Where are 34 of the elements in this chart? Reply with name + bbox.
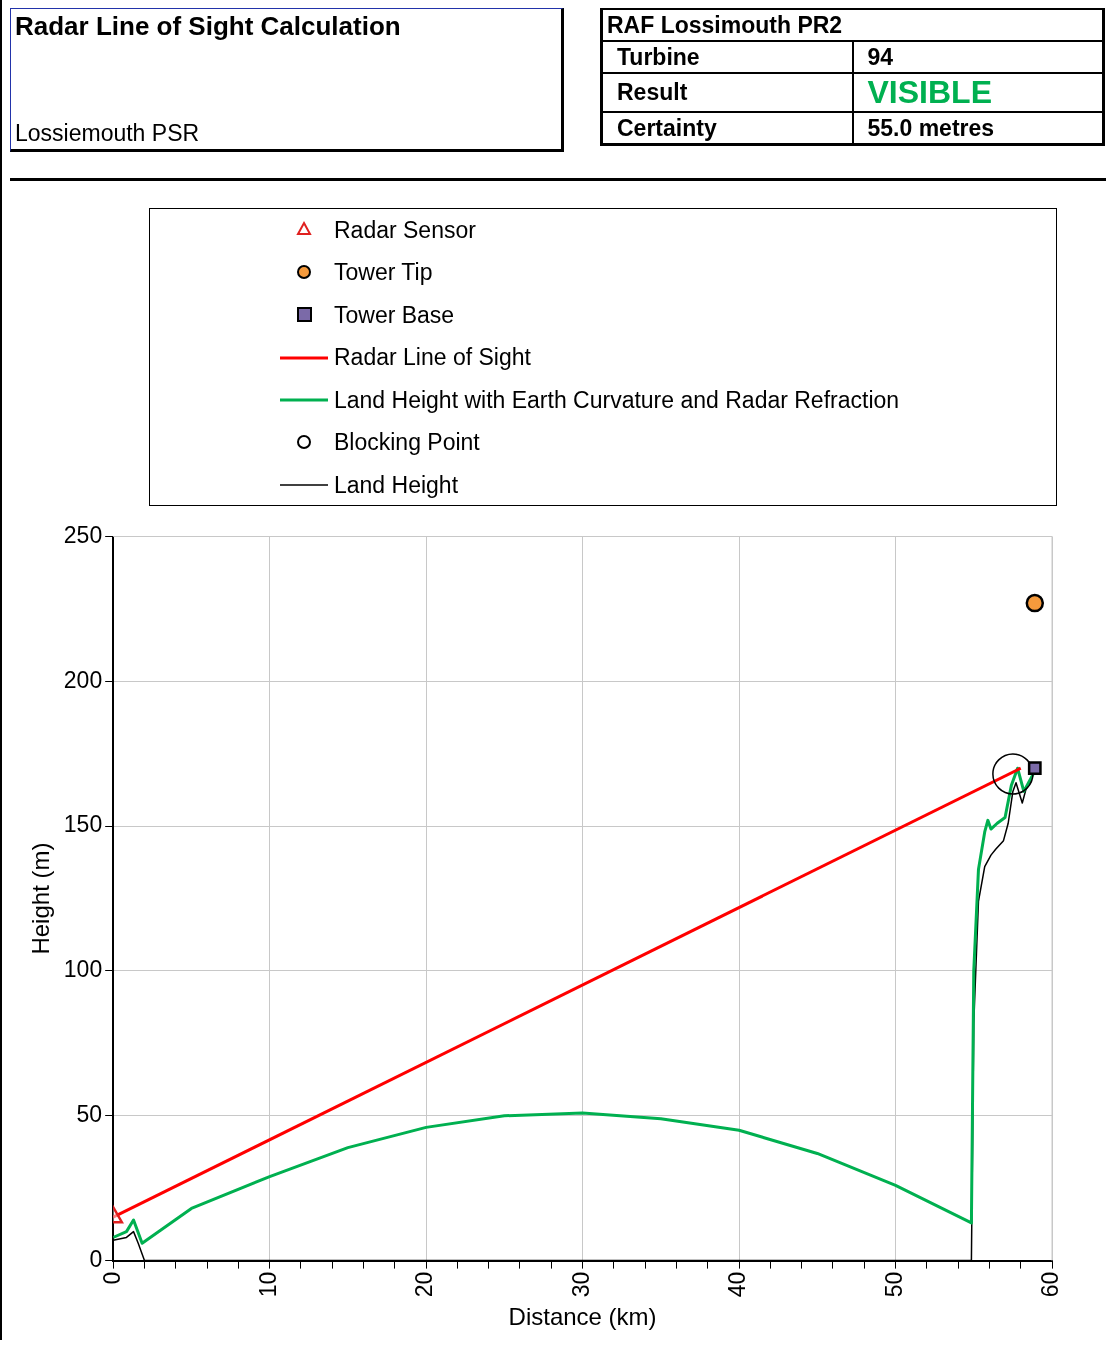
legend-label: Land Height with Earth Curvature and Radar Refraction [334,386,900,414]
text: 94 [852,41,1104,73]
x-tick-label: 30 [567,1271,594,1298]
x-tick-label: 10 [254,1271,281,1298]
x-tick-label: 60 [1037,1271,1064,1298]
x-tick-label: 0 [98,1271,125,1285]
point [1025,593,1045,613]
legend-label: Radar Line of Sight [334,344,531,371]
y-tick-label: 0 [89,1245,103,1272]
x-axis-title: Distance (km) [508,1303,657,1331]
x-tick-label: 50 [880,1271,907,1298]
x-tick-label: 40 [724,1271,751,1298]
text: 55.0 metres [852,112,1104,145]
y-tick-label: 200 [63,666,103,693]
y-tick-label: 250 [63,521,103,548]
legend-label: Tower Base [334,301,455,329]
text: Result [601,73,853,112]
legend-label: Radar Sensor [334,216,476,244]
legend-label: Blocking Point [334,429,480,456]
legend-label: Tower Tip [334,259,433,286]
point [1027,761,1042,776]
text: RAF Lossimouth PR2 [601,9,1104,41]
y-axis-title: Height (m) [27,842,55,955]
y-tick-label: 150 [63,811,103,838]
y-tick-label: 100 [63,956,103,983]
text: Certainty [601,112,853,145]
chart-title: Radar Line of Sight Calculation [15,11,401,42]
y-tick-label: 50 [76,1101,103,1128]
text: Turbine [601,41,853,73]
x-tick-label: 20 [411,1271,438,1298]
chart-subtitle: Lossiemouth PSR [15,120,200,147]
legend-label: Land Height [334,471,459,499]
point [992,753,1034,795]
text: VISIBLE [852,73,1104,112]
